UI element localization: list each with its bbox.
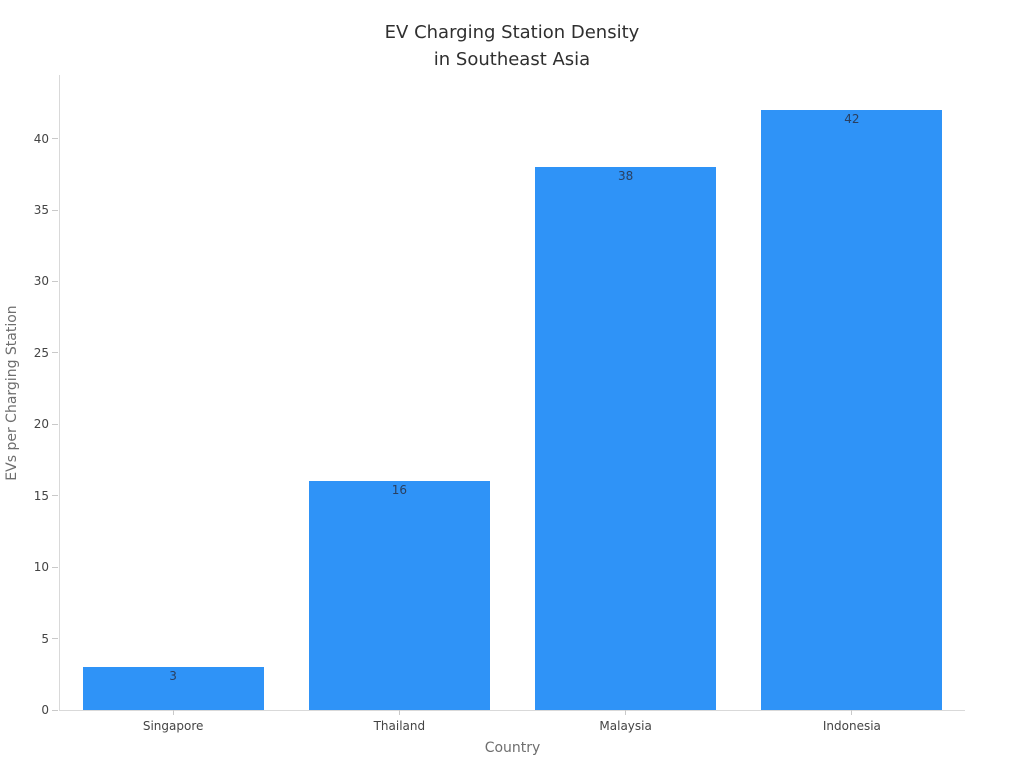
plot-area: 0 5 10 15 20 25 30 35 40 3 Singapore 16 Thailand 38 Ma… xyxy=(34,75,965,733)
y-tick-label: 25 xyxy=(33,345,49,360)
bar-value-label: 38 xyxy=(617,169,634,184)
y-tick-mark xyxy=(52,352,58,354)
bar-singapore: 3 xyxy=(82,667,264,710)
y-tick-label: 35 xyxy=(33,203,49,217)
x-tick-label: Thailand xyxy=(373,719,426,733)
y-tick-mark xyxy=(52,638,58,640)
bar-value-label: 16 xyxy=(391,483,408,498)
bar-malaysia: 38 xyxy=(535,167,717,710)
y-tick-mark xyxy=(52,566,58,568)
y-tick-mark xyxy=(52,280,58,282)
x-tick-mark xyxy=(172,710,174,715)
bar-value-label: 3 xyxy=(169,669,177,684)
bar-value-label: 42 xyxy=(844,112,860,126)
y-tick-mark xyxy=(52,709,58,711)
y-tick-label: 5 xyxy=(41,631,49,646)
x-axis-line xyxy=(59,710,965,711)
y-tick-mark xyxy=(52,495,58,497)
x-tick-label: Malaysia xyxy=(599,719,652,733)
bar-indonesia: 42 xyxy=(761,110,943,710)
x-tick-label: Singapore xyxy=(142,719,204,733)
bar-thailand: 16 xyxy=(308,481,490,710)
y-tick-label: 30 xyxy=(33,274,49,289)
y-tick-label: 10 xyxy=(33,560,49,575)
x-tick-mark xyxy=(625,710,627,715)
x-tick-label: Indonesia xyxy=(822,719,881,733)
y-tick-label: 40 xyxy=(33,131,49,146)
x-axis-title: Country xyxy=(484,740,541,756)
y-tick-label: 15 xyxy=(33,488,49,503)
y-tick-mark xyxy=(52,138,58,140)
y-axis-title: EVs per Charging Station xyxy=(4,305,20,481)
y-tick-label: 0 xyxy=(41,703,49,717)
y-tick-label: 20 xyxy=(33,417,49,432)
x-tick-mark xyxy=(398,710,400,715)
x-tick-mark xyxy=(851,710,853,715)
y-tick-mark xyxy=(52,209,58,211)
chart-title: EV Charging Station Density in Southeast… xyxy=(384,22,640,70)
y-axis-line xyxy=(59,75,60,711)
y-tick-mark xyxy=(52,423,58,425)
